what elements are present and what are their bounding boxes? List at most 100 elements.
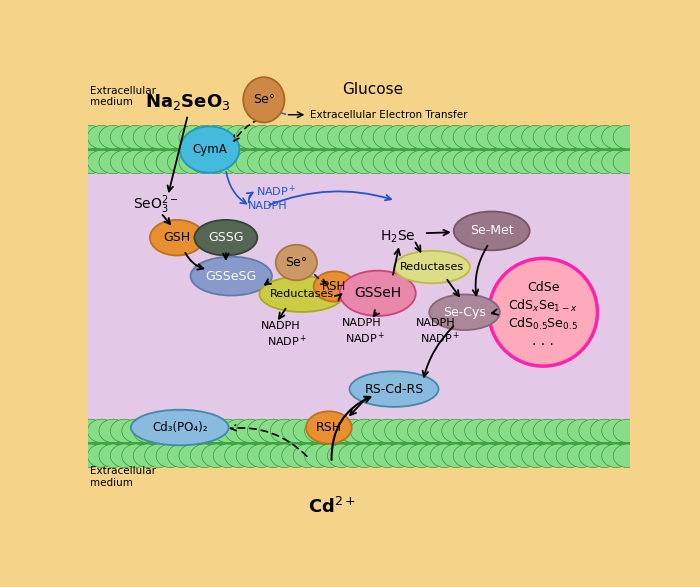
Text: SeO$_3^{2-}$: SeO$_3^{2-}$ — [132, 194, 178, 217]
Circle shape — [351, 444, 379, 467]
Ellipse shape — [131, 410, 228, 446]
Circle shape — [430, 150, 458, 174]
Circle shape — [304, 150, 333, 174]
Circle shape — [442, 126, 470, 149]
Circle shape — [430, 444, 458, 467]
Circle shape — [282, 444, 310, 467]
Circle shape — [202, 444, 230, 467]
Circle shape — [328, 150, 356, 174]
Circle shape — [328, 444, 356, 467]
Circle shape — [76, 150, 104, 174]
Circle shape — [99, 126, 127, 149]
Circle shape — [556, 444, 584, 467]
Circle shape — [510, 419, 538, 443]
Circle shape — [293, 150, 321, 174]
Circle shape — [522, 150, 550, 174]
Circle shape — [568, 126, 596, 149]
Text: . . .: . . . — [532, 334, 554, 348]
Circle shape — [545, 126, 573, 149]
Circle shape — [602, 444, 630, 467]
Circle shape — [156, 419, 184, 443]
Circle shape — [362, 444, 390, 467]
Circle shape — [339, 126, 367, 149]
Circle shape — [579, 150, 607, 174]
Circle shape — [465, 444, 493, 467]
Circle shape — [590, 444, 619, 467]
Circle shape — [568, 150, 596, 174]
FancyBboxPatch shape — [88, 172, 630, 421]
Circle shape — [179, 444, 207, 467]
Circle shape — [133, 150, 162, 174]
Text: CdSe: CdSe — [527, 281, 559, 294]
Circle shape — [133, 444, 162, 467]
Circle shape — [304, 419, 333, 443]
FancyBboxPatch shape — [88, 127, 630, 172]
Circle shape — [556, 126, 584, 149]
Ellipse shape — [276, 245, 317, 281]
Text: NADPH: NADPH — [261, 321, 301, 331]
Circle shape — [76, 444, 104, 467]
Circle shape — [156, 126, 184, 149]
Circle shape — [568, 444, 596, 467]
Circle shape — [259, 444, 287, 467]
Circle shape — [316, 150, 344, 174]
Circle shape — [499, 444, 527, 467]
Circle shape — [179, 150, 207, 174]
Ellipse shape — [394, 251, 470, 283]
Circle shape — [590, 419, 619, 443]
Circle shape — [373, 444, 401, 467]
Circle shape — [133, 126, 162, 149]
Circle shape — [167, 419, 196, 443]
Circle shape — [282, 126, 310, 149]
Text: NADPH: NADPH — [342, 318, 381, 328]
Circle shape — [373, 419, 401, 443]
Circle shape — [293, 444, 321, 467]
Circle shape — [613, 150, 641, 174]
Circle shape — [99, 419, 127, 443]
Circle shape — [122, 126, 150, 149]
Circle shape — [533, 150, 561, 174]
Circle shape — [476, 444, 504, 467]
Circle shape — [214, 444, 242, 467]
Circle shape — [442, 419, 470, 443]
Text: Extracellular Electron Transfer: Extracellular Electron Transfer — [310, 110, 468, 120]
Circle shape — [145, 126, 173, 149]
Text: Cd$^{2+}$: Cd$^{2+}$ — [307, 497, 356, 517]
Circle shape — [430, 126, 458, 149]
Circle shape — [202, 150, 230, 174]
Circle shape — [339, 444, 367, 467]
Text: Se-Met: Se-Met — [470, 224, 514, 237]
Circle shape — [373, 150, 401, 174]
Circle shape — [556, 150, 584, 174]
FancyBboxPatch shape — [88, 421, 630, 466]
Circle shape — [248, 150, 276, 174]
Circle shape — [487, 126, 516, 149]
Text: Reductases: Reductases — [270, 289, 334, 299]
Text: GSSeH: GSSeH — [354, 286, 401, 301]
Text: NADPH: NADPH — [416, 318, 455, 328]
Circle shape — [99, 444, 127, 467]
Circle shape — [522, 419, 550, 443]
Circle shape — [499, 419, 527, 443]
Circle shape — [328, 419, 356, 443]
Circle shape — [351, 150, 379, 174]
Circle shape — [487, 444, 516, 467]
Circle shape — [316, 126, 344, 149]
Circle shape — [351, 126, 379, 149]
Circle shape — [167, 126, 196, 149]
Circle shape — [579, 419, 607, 443]
Text: Se°: Se° — [286, 256, 307, 269]
Circle shape — [545, 150, 573, 174]
Circle shape — [270, 444, 299, 467]
Circle shape — [590, 126, 619, 149]
Circle shape — [339, 150, 367, 174]
Circle shape — [270, 419, 299, 443]
Text: Se°: Se° — [253, 93, 275, 106]
Circle shape — [362, 150, 390, 174]
Circle shape — [270, 126, 299, 149]
Circle shape — [396, 150, 424, 174]
Circle shape — [396, 419, 424, 443]
Circle shape — [613, 419, 641, 443]
Circle shape — [419, 126, 447, 149]
Circle shape — [282, 419, 310, 443]
